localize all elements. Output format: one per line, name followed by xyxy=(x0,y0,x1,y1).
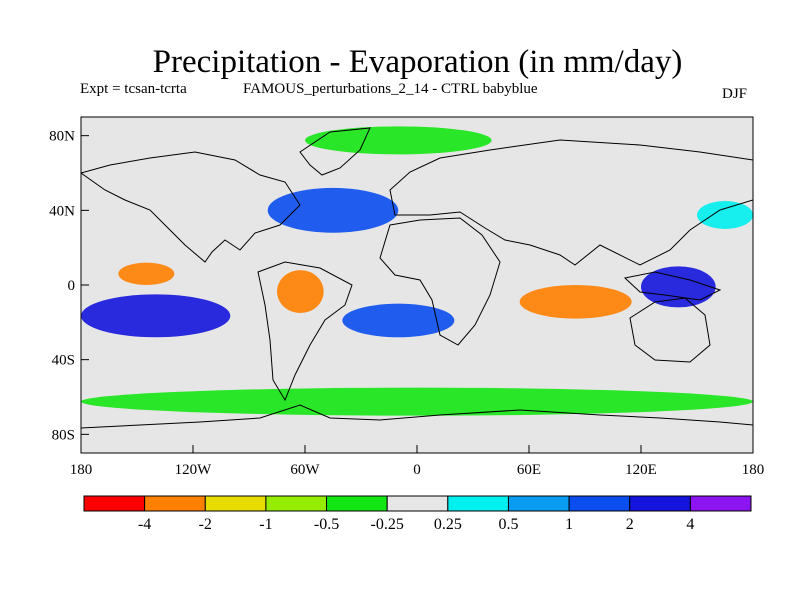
region-amazon-drying xyxy=(277,270,324,313)
region-indian-ocean-drying xyxy=(519,285,632,319)
colorbar-swatch xyxy=(689,495,752,512)
colorbar-swatch xyxy=(386,495,449,512)
coastline-maritime-continent xyxy=(623,271,722,301)
y-tick-label: 80S xyxy=(52,427,75,443)
colorbar-label: 1 xyxy=(565,516,573,533)
y-tick-label: 0 xyxy=(68,278,76,294)
colorbar-label: -2 xyxy=(199,516,212,533)
colorbar: -4 -2 -1 -0.5 -0.25 0.25 0.5 1 2 4 xyxy=(83,495,752,533)
colorbar-swatch xyxy=(326,495,388,512)
coastline-australia xyxy=(629,297,711,363)
coastline-africa xyxy=(379,217,501,346)
chart-title: Precipitation - Evaporation (in mm/day) xyxy=(152,44,683,80)
x-axis: 180 120W 60W 0 60E 120E 180 xyxy=(70,445,765,478)
experiment-name-label: FAMOUS_perturbations_2_14 - CTRL babyblu… xyxy=(243,81,538,97)
coastline-south-america xyxy=(257,261,353,402)
region-arctic-greenland xyxy=(305,126,492,155)
colorbar-label: -0.25 xyxy=(371,516,404,533)
coastline-antarctica xyxy=(81,404,753,429)
colorbar-label: -1 xyxy=(259,516,272,533)
region-central-pacific-drying xyxy=(118,262,175,285)
colorbar-swatch xyxy=(507,495,570,512)
colorbar-label: -0.5 xyxy=(314,516,339,533)
coastline-eurasia xyxy=(389,139,753,266)
colorbar-swatch xyxy=(568,495,631,512)
region-maritime-continent-wetting xyxy=(641,266,716,308)
x-tick-label: 180 xyxy=(70,462,93,478)
y-axis: 80N 40N 0 40S 80S xyxy=(49,129,89,443)
region-s-pacific-convergence-band xyxy=(81,294,231,338)
region-n-pacific-storm-track xyxy=(697,201,753,229)
colorbar-swatch xyxy=(204,495,267,512)
colorbar-swatch xyxy=(83,495,146,512)
x-tick-label: 60W xyxy=(290,462,320,478)
colorbar-label: 2 xyxy=(626,516,634,533)
region-southern-ocean-band xyxy=(81,387,753,416)
x-tick-label: 120W xyxy=(175,462,213,478)
colorbar-label: 0.25 xyxy=(434,516,462,533)
region-s-atlantic-band xyxy=(342,303,455,338)
colorbar-label: 4 xyxy=(686,516,694,533)
x-tick-label: 180 xyxy=(742,462,765,478)
y-tick-label: 80N xyxy=(49,129,75,145)
coastlines xyxy=(81,127,753,429)
colorbar-label: -4 xyxy=(138,516,151,533)
anomaly-field-layer xyxy=(81,126,753,416)
region-n-atlantic-storm-track xyxy=(267,187,399,233)
x-tick-label: 120E xyxy=(625,462,657,478)
season-label: DJF xyxy=(722,86,748,102)
coastline-greenland xyxy=(299,127,371,176)
x-tick-label: 60E xyxy=(517,462,541,478)
colorbar-swatch xyxy=(447,495,509,512)
colorbar-swatch xyxy=(265,495,328,512)
coastline-north-america xyxy=(81,151,301,263)
colorbar-swatch xyxy=(144,495,206,512)
y-tick-label: 40N xyxy=(49,203,75,219)
y-tick-label: 40S xyxy=(52,353,75,369)
x-tick-label: 0 xyxy=(413,462,421,478)
experiment-id-label: Expt = tcsan-tcrta xyxy=(80,81,187,97)
colorbar-swatch xyxy=(629,495,691,512)
colorbar-label: 0.5 xyxy=(498,516,518,533)
